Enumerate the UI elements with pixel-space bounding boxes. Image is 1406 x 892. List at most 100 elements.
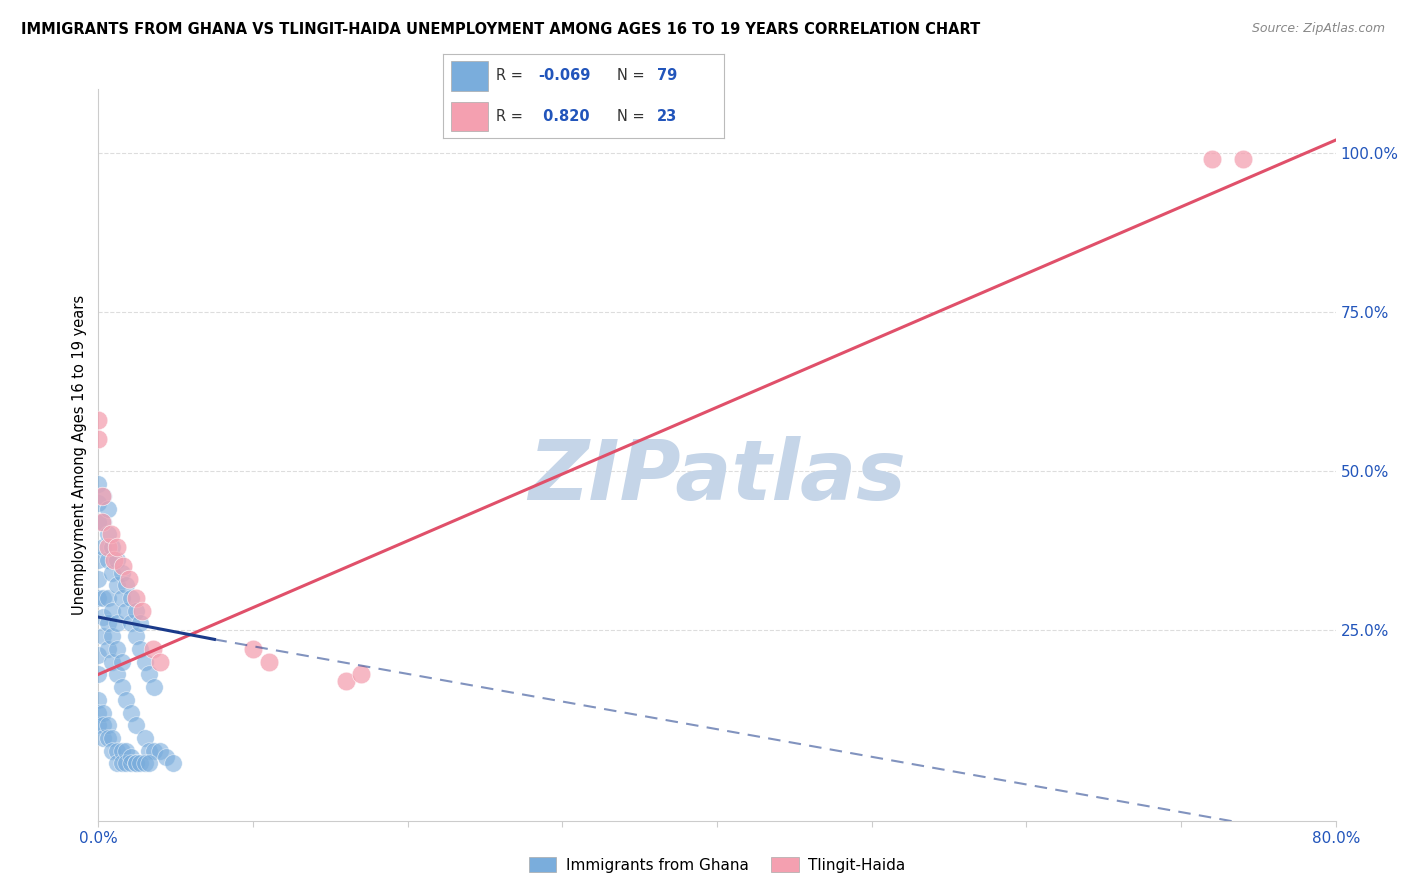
Point bbox=[111, 680, 134, 694]
Point bbox=[97, 527, 120, 541]
Point bbox=[90, 489, 112, 503]
Point bbox=[101, 566, 124, 580]
Point bbox=[105, 578, 128, 592]
Point bbox=[87, 553, 110, 567]
Point bbox=[149, 655, 172, 669]
Point bbox=[105, 756, 128, 771]
Point bbox=[91, 731, 114, 745]
Point bbox=[1201, 152, 1223, 166]
Point bbox=[87, 413, 110, 427]
Point bbox=[143, 744, 166, 758]
Point bbox=[1232, 152, 1254, 166]
Text: 23: 23 bbox=[657, 109, 676, 124]
Point bbox=[111, 655, 134, 669]
Text: ZIPatlas: ZIPatlas bbox=[529, 436, 905, 517]
Text: 79: 79 bbox=[657, 69, 676, 84]
Point bbox=[138, 744, 160, 758]
Point bbox=[111, 566, 134, 580]
Point bbox=[124, 629, 146, 643]
Point bbox=[105, 540, 128, 554]
Point bbox=[91, 515, 114, 529]
Point bbox=[97, 502, 120, 516]
Point bbox=[242, 641, 264, 656]
Point bbox=[91, 706, 114, 720]
Point bbox=[129, 616, 152, 631]
Point bbox=[124, 756, 146, 771]
Point bbox=[97, 616, 120, 631]
Point bbox=[118, 572, 141, 586]
Point bbox=[91, 540, 114, 554]
Point bbox=[105, 667, 128, 681]
Point bbox=[87, 476, 110, 491]
Point bbox=[111, 591, 134, 605]
Point bbox=[134, 731, 156, 745]
Text: -0.069: -0.069 bbox=[538, 69, 591, 84]
Point bbox=[115, 744, 138, 758]
Point bbox=[115, 578, 138, 592]
Point bbox=[101, 731, 124, 745]
Point bbox=[120, 706, 142, 720]
Point bbox=[138, 756, 160, 771]
Point bbox=[115, 604, 138, 618]
Text: R =: R = bbox=[496, 69, 527, 84]
Point bbox=[87, 591, 110, 605]
Point bbox=[103, 553, 125, 567]
Point bbox=[257, 655, 280, 669]
Point bbox=[87, 495, 110, 509]
Y-axis label: Unemployment Among Ages 16 to 19 years: Unemployment Among Ages 16 to 19 years bbox=[72, 295, 87, 615]
Point bbox=[120, 616, 142, 631]
Text: 0.820: 0.820 bbox=[538, 109, 591, 124]
Point bbox=[87, 693, 110, 707]
Point bbox=[87, 706, 110, 720]
Point bbox=[97, 591, 120, 605]
Point bbox=[87, 718, 110, 732]
Point bbox=[105, 744, 128, 758]
Point bbox=[350, 667, 373, 681]
Point bbox=[142, 641, 165, 656]
Point bbox=[124, 604, 146, 618]
Point bbox=[97, 540, 120, 554]
Text: Source: ZipAtlas.com: Source: ZipAtlas.com bbox=[1251, 22, 1385, 36]
FancyBboxPatch shape bbox=[451, 62, 488, 91]
Text: IMMIGRANTS FROM GHANA VS TLINGIT-HAIDA UNEMPLOYMENT AMONG AGES 16 TO 19 YEARS CO: IMMIGRANTS FROM GHANA VS TLINGIT-HAIDA U… bbox=[21, 22, 980, 37]
Point bbox=[105, 616, 128, 631]
Point bbox=[91, 610, 114, 624]
Point bbox=[87, 572, 110, 586]
Legend: Immigrants from Ghana, Tlingit-Haida: Immigrants from Ghana, Tlingit-Haida bbox=[523, 851, 911, 879]
Point bbox=[100, 527, 122, 541]
Point bbox=[134, 756, 156, 771]
Point bbox=[111, 756, 134, 771]
Point bbox=[149, 744, 172, 758]
Point bbox=[129, 641, 152, 656]
Point bbox=[120, 756, 142, 771]
Point bbox=[91, 629, 114, 643]
Point bbox=[124, 718, 146, 732]
Point bbox=[97, 553, 120, 567]
Point bbox=[111, 744, 134, 758]
Point bbox=[143, 680, 166, 694]
Point bbox=[101, 540, 124, 554]
Point bbox=[155, 750, 177, 764]
Point bbox=[101, 604, 124, 618]
Point bbox=[105, 553, 128, 567]
Point bbox=[112, 559, 135, 574]
Point bbox=[87, 432, 110, 446]
Point bbox=[129, 756, 152, 771]
Point bbox=[91, 591, 114, 605]
Point bbox=[124, 591, 146, 605]
Point bbox=[105, 641, 128, 656]
Point bbox=[131, 604, 153, 618]
Point bbox=[91, 489, 114, 503]
Point bbox=[134, 655, 156, 669]
Text: N =: N = bbox=[617, 69, 650, 84]
Point bbox=[97, 641, 120, 656]
Point bbox=[91, 718, 114, 732]
Point bbox=[101, 744, 124, 758]
Point bbox=[101, 655, 124, 669]
Point bbox=[87, 667, 110, 681]
Text: R =: R = bbox=[496, 109, 527, 124]
Point bbox=[101, 629, 124, 643]
Point bbox=[335, 673, 357, 688]
Point bbox=[120, 750, 142, 764]
Point bbox=[97, 731, 120, 745]
